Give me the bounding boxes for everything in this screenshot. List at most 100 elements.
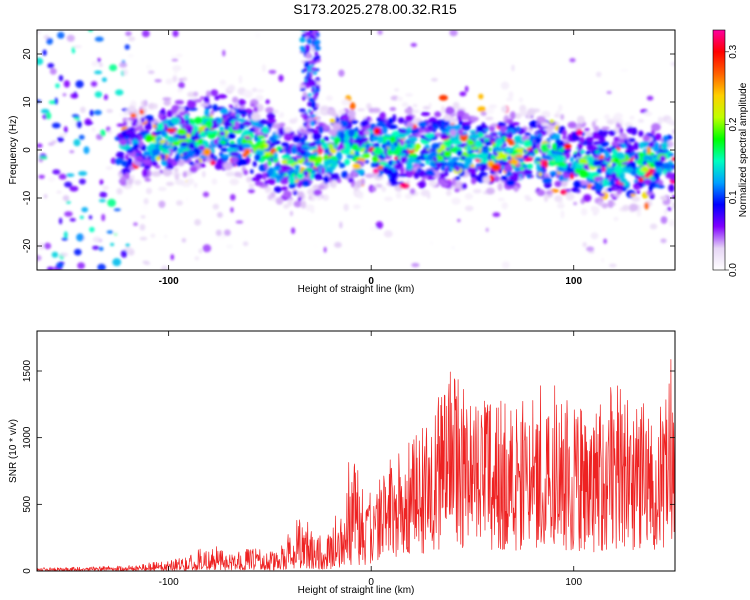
spectrogram-cell — [655, 182, 660, 188]
spectrogram-cell — [591, 120, 596, 128]
spectrogram-cell — [459, 91, 467, 97]
spectrogram-cell — [486, 107, 495, 115]
spectrogram-cell — [494, 146, 501, 152]
snr-panel: -100 0 100 0 500 1000 1500 Height of straight… — [8, 330, 676, 596]
spectrogram-cell — [337, 152, 343, 161]
spectrogram-cell — [604, 114, 610, 120]
spectrogram-cell — [671, 128, 675, 135]
spectrogram-cell — [163, 100, 171, 106]
spectrogram-cell — [626, 143, 632, 151]
spectrogram-cell — [316, 116, 321, 124]
spectrogram-cell — [309, 30, 313, 34]
spectrogram-cell — [592, 141, 602, 146]
spectrogram-cell — [182, 171, 188, 178]
spectrogram-cell — [495, 142, 502, 149]
spectrogram-cell — [595, 183, 604, 191]
spectrogram-cell — [194, 116, 203, 125]
spectrogram-cell — [283, 190, 291, 198]
spectrogram-cell — [216, 211, 223, 218]
spectrogram-cell — [511, 122, 520, 126]
spectrogram-cell — [279, 171, 285, 176]
spectrogram-cell — [411, 109, 420, 113]
spectrogram-cell — [242, 241, 249, 247]
spectrogram-cell — [400, 155, 408, 164]
spectrogram-cell — [518, 158, 525, 163]
spectrogram-cell — [56, 190, 62, 194]
spectrogram-cell — [579, 136, 585, 144]
spectrogram-cell — [300, 87, 306, 92]
spectrogram-cell — [60, 252, 68, 257]
snr-frame — [36, 330, 676, 572]
spectrogram-cell — [219, 79, 226, 85]
spectrogram-cell — [574, 168, 581, 175]
spectrogram-cell — [223, 158, 228, 163]
spectrogram-cell — [505, 148, 512, 153]
spectrogram-cell — [449, 147, 459, 153]
spectrogram-cell — [547, 124, 555, 130]
spectrogram-cell — [125, 153, 129, 161]
spectrogram-cell — [558, 126, 566, 131]
spectrogram-cell — [338, 143, 345, 150]
spectrogram-cell — [300, 136, 306, 144]
spectrogram-cell — [545, 190, 553, 195]
spectrogram-cell — [338, 109, 346, 115]
spectrogram-cell — [308, 60, 316, 64]
spectrogram-cell — [298, 158, 304, 165]
spectrogram-cell — [651, 123, 661, 132]
spectrogram-cell — [265, 99, 270, 105]
spectrogram-cell — [98, 199, 106, 203]
spectrogram-x-tick-label: 0 — [368, 276, 374, 287]
spectrogram-cell — [166, 128, 177, 133]
colorbar-tick-label: 0.3 — [728, 44, 739, 58]
spectrogram-cell — [74, 248, 82, 256]
spectrogram-cell — [165, 181, 175, 186]
spectrogram-cell — [406, 179, 411, 184]
spectrogram-cell — [476, 152, 487, 160]
spectrogram-cell — [305, 52, 312, 59]
spectrogram-cell — [150, 155, 155, 162]
spectrogram-cell — [642, 160, 648, 166]
spectrogram-cell — [438, 94, 448, 101]
spectrogram-cell — [301, 33, 306, 38]
spectrogram-cell — [541, 155, 552, 161]
spectrogram-cell — [292, 135, 301, 143]
spectrogram-cell — [303, 170, 309, 177]
spectrogram-cell — [484, 140, 493, 146]
spectrogram-cell — [576, 115, 585, 124]
spectrogram-cell — [644, 202, 649, 210]
spectrogram-cell — [440, 133, 449, 140]
spectrogram-cell — [311, 243, 320, 250]
spectrogram-cell — [229, 194, 236, 201]
spectrogram-cell — [141, 204, 149, 211]
spectrogram-cell — [55, 83, 60, 89]
spectrogram-cell — [642, 134, 651, 142]
spectrogram-cell — [264, 187, 272, 192]
spectrogram-cell — [194, 99, 203, 103]
spectrogram-cell — [147, 70, 155, 74]
spectrogram-cell — [377, 135, 384, 144]
spectrogram-cell — [449, 129, 457, 137]
spectrogram-cell — [613, 216, 619, 221]
spectrogram-cell — [256, 89, 265, 93]
spectrogram-cell — [569, 57, 576, 63]
spectrogram-cell — [180, 141, 189, 147]
spectrogram-cell — [47, 176, 56, 182]
spectrogram-cell — [454, 165, 461, 172]
spectrogram-cell — [255, 173, 264, 180]
spectrogram-cell — [478, 93, 484, 100]
spectrogram-cell — [526, 110, 532, 120]
spectrogram-cell — [401, 102, 409, 108]
figure-title: S173.2025.278.00.32.R15 — [293, 1, 457, 17]
spectrogram-cell — [69, 150, 75, 154]
spectrogram-cell — [227, 146, 236, 153]
spectrogram-cell — [37, 143, 43, 148]
spectrogram-y-tick-label: -10 — [22, 190, 33, 205]
spectrogram-cell — [248, 128, 256, 133]
spectrogram-cell — [615, 122, 622, 128]
spectrogram-cell — [199, 130, 206, 136]
spectrogram-cell — [443, 139, 451, 147]
spectrogram-cell — [584, 127, 590, 132]
spectrogram-cell — [576, 128, 583, 136]
spectrogram-cell — [198, 138, 204, 145]
